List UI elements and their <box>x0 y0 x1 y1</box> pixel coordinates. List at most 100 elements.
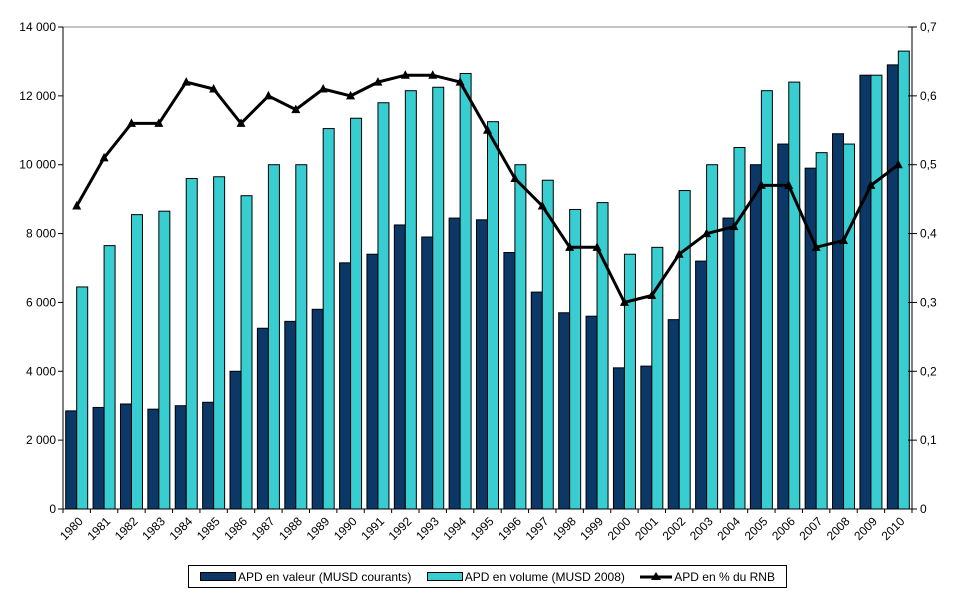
x-axis-label-2007: 2007 <box>796 514 825 543</box>
triangle-marker-icon-2010 <box>893 159 903 169</box>
bar-volume-1989 <box>322 128 335 510</box>
bar-volume-2002 <box>678 190 691 510</box>
bar-volume-2008 <box>843 143 856 510</box>
bar-volume-1997 <box>541 179 554 510</box>
bar-volume-2005 <box>760 90 773 510</box>
left-axis-label: 0 <box>49 502 56 516</box>
triangle-marker-icon-1995 <box>483 125 492 134</box>
triangle-marker-icon-1996 <box>510 173 520 182</box>
bar-volume-2000 <box>623 253 636 510</box>
right-axis-label: 0,2 <box>920 364 937 378</box>
legend-item-apd-volume: APD en volume (MUSD 2008) <box>426 570 625 584</box>
triangle-marker-icon-1999 <box>592 242 602 251</box>
bar-valeur-1994 <box>448 217 461 510</box>
bar-valeur-2009 <box>859 74 872 510</box>
bar-valeur-2007 <box>804 167 817 510</box>
bar-valeur-2006 <box>777 143 790 510</box>
triangle-marker-icon-2003 <box>702 228 712 238</box>
triangle-marker-icon-1982 <box>126 118 136 127</box>
triangle-marker-icon-1994 <box>455 77 465 86</box>
x-axis-label-2006: 2006 <box>769 514 798 543</box>
bar-volume-swatch-icon <box>426 572 463 581</box>
triangle-marker-icon-1990 <box>346 90 356 100</box>
bar-valeur-2000 <box>612 367 625 510</box>
legend-label-apd-rnb: APD en % du RNB <box>674 569 775 584</box>
legend-item-apd-valeur: APD en valeur (MUSD courants) <box>200 570 411 584</box>
bar-valeur-2008 <box>832 133 845 510</box>
triangle-marker-icon-2008 <box>839 235 849 244</box>
triangle-marker-icon-1984 <box>181 77 191 86</box>
bar-volume-1994 <box>459 72 472 510</box>
x-axis-label-1998: 1998 <box>550 514 579 543</box>
bar-valeur-2002 <box>667 319 680 510</box>
x-axis-label-1999: 1999 <box>577 514 606 543</box>
left-axis-label: 2 000 <box>26 433 56 447</box>
bar-volume-1998 <box>569 208 582 510</box>
bar-valeur-1984 <box>174 405 187 510</box>
bar-volume-1990 <box>350 117 363 510</box>
line-triangle-marker-icon <box>640 571 673 582</box>
bar-volume-1985 <box>213 176 226 510</box>
bar-volume-2010 <box>897 50 910 510</box>
bar-valeur-1981 <box>92 406 105 510</box>
bar-valeur-1987 <box>256 327 269 510</box>
bar-valeur-2005 <box>749 164 762 510</box>
x-axis-label-1990: 1990 <box>331 514 360 543</box>
triangle-marker-icon-2004 <box>729 221 739 231</box>
bar-valeur-1983 <box>147 408 160 510</box>
x-axis-label-1982: 1982 <box>112 514 141 543</box>
x-axis-label-1988: 1988 <box>276 514 305 543</box>
bar-valeur-2001 <box>640 365 653 510</box>
bar-valeur-1991 <box>366 253 379 510</box>
bar-valeur-2010 <box>886 64 899 510</box>
bar-volume-1991 <box>377 102 390 510</box>
right-axis-label: 0,6 <box>920 89 937 103</box>
bar-volume-1980 <box>76 286 89 510</box>
triangle-marker-icon-1993 <box>428 70 438 79</box>
x-axis-label-2009: 2009 <box>851 514 880 543</box>
bar-volume-2003 <box>706 164 719 510</box>
bar-valeur-2003 <box>695 260 708 510</box>
triangle-marker-icon-2002 <box>674 249 684 258</box>
x-axis-label-2010: 2010 <box>879 514 908 543</box>
bar-valeur-1982 <box>119 403 132 510</box>
x-axis-label-2000: 2000 <box>605 514 634 543</box>
x-axis-label-1994: 1994 <box>440 514 469 543</box>
triangle-marker-icon-1985 <box>209 83 219 93</box>
left-axis-label: 8 000 <box>26 227 56 241</box>
triangle-marker-icon-2009 <box>866 180 876 189</box>
bar-volume-2006 <box>788 81 801 510</box>
x-axis-label-1993: 1993 <box>413 514 442 543</box>
bar-volume-1983 <box>158 210 171 510</box>
bar-valeur-swatch-icon <box>200 572 236 581</box>
x-axis-label-1980: 1980 <box>57 514 86 543</box>
x-axis-label-2005: 2005 <box>742 514 771 543</box>
x-axis-label-2001: 2001 <box>632 514 661 543</box>
left-axis-label: 10 000 <box>19 158 56 172</box>
bar-valeur-1998 <box>558 312 571 510</box>
triangle-marker-icon-1983 <box>154 118 164 127</box>
bar-valeur-2004 <box>722 217 735 510</box>
x-axis-label-1991: 1991 <box>358 514 387 543</box>
right-axis-label: 0,5 <box>920 158 937 172</box>
legend-label-apd-valeur: APD en valeur (MUSD courants) <box>238 569 412 584</box>
legend: APD en valeur (MUSD courants) APD en vol… <box>188 565 787 588</box>
triangle-marker-icon-1988 <box>291 104 301 114</box>
left-axis-label: 6 000 <box>26 295 56 309</box>
bar-volume-1987 <box>267 164 280 510</box>
triangle-marker-icon-2001 <box>647 290 657 300</box>
bar-valeur-1988 <box>284 320 297 510</box>
triangle-marker-icon-1992 <box>400 70 410 79</box>
right-axis-label: 0,1 <box>920 433 937 447</box>
bar-valeur-1985 <box>202 401 215 510</box>
bar-valeur-1995 <box>476 219 488 510</box>
x-axis-label-1992: 1992 <box>386 514 415 543</box>
triangle-marker-icon-2007 <box>811 242 821 251</box>
x-axis-label-1985: 1985 <box>194 514 223 543</box>
right-axis-label: 0,7 <box>920 20 937 34</box>
bar-volume-1986 <box>240 195 253 510</box>
bar-volume-1988 <box>295 164 308 510</box>
x-axis-label-1981: 1981 <box>84 514 113 543</box>
left-axis-label: 12 000 <box>19 89 56 103</box>
